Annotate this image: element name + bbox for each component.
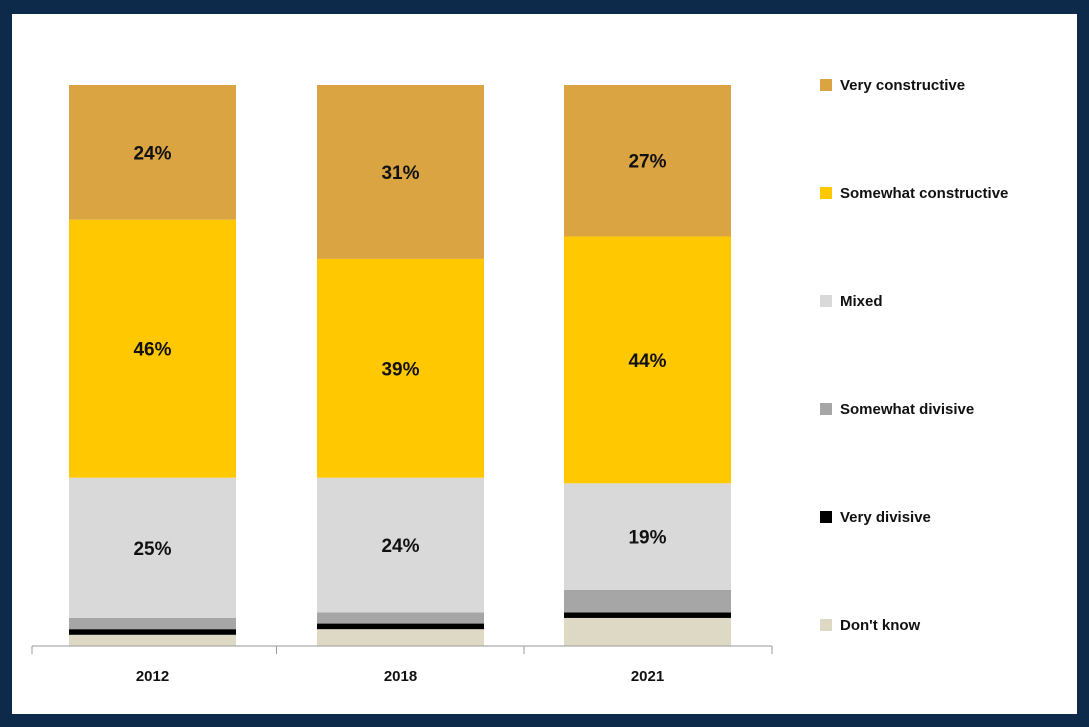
legend: Very constructive Somewhat constructive Mi… <box>820 77 1008 634</box>
chart-panel: 25% 46% 24% 24% 39% 31% 19% 44% 27% 2012 2018 2021… <box>12 14 1077 714</box>
data-label-2012-very-constructive: 24% <box>133 143 171 164</box>
legend-swatch-somewhat-divisive <box>820 403 832 415</box>
x-tick-label-2012: 2012 <box>136 668 169 685</box>
bar-2021-somewhat-constructive <box>564 236 731 484</box>
legend-label-very-constructive: Very constructive <box>840 77 965 94</box>
bar-2018-don-t-know <box>317 629 484 646</box>
bar-2021-very-constructive <box>564 85 731 237</box>
data-label-2012-somewhat-constructive: 46% <box>133 340 171 361</box>
legend-label-don-t-know: Don't know <box>840 617 921 634</box>
bar-2021-don-t-know <box>564 617 731 646</box>
x-tick-label-2021: 2021 <box>631 668 664 685</box>
bar-2021-mixed <box>564 483 731 590</box>
legend-label-very-divisive: Very divisive <box>840 509 931 526</box>
stacked-bar-chart: 25% 46% 24% 24% 39% 31% 19% 44% 27% 2012 2018 2021… <box>31 77 1008 685</box>
bar-2012-very-divisive <box>69 629 236 635</box>
bar-2018-very-constructive <box>317 85 484 259</box>
bar-2018-very-divisive <box>317 623 484 630</box>
data-label-2018-mixed: 24% <box>381 536 419 557</box>
bars-layer: 25% 46% 24% 24% 39% 31% 19% 44% 27% <box>69 85 731 646</box>
legend-swatch-very-divisive <box>820 511 832 523</box>
legend-label-somewhat-constructive: Somewhat constructive <box>840 185 1008 202</box>
legend-swatch-very-constructive <box>820 79 832 91</box>
bar-2018-somewhat-constructive <box>317 258 484 478</box>
bar-2012-very-constructive <box>69 85 236 220</box>
legend-label-somewhat-divisive: Somewhat divisive <box>840 401 974 418</box>
bar-2012-mixed <box>69 477 236 618</box>
data-label-2018-very-constructive: 31% <box>381 163 419 184</box>
bar-2012-somewhat-divisive <box>69 617 236 630</box>
data-label-2018-somewhat-constructive: 39% <box>381 359 419 380</box>
bar-2012-somewhat-constructive <box>69 219 236 478</box>
bar-2021-somewhat-divisive <box>564 589 731 613</box>
bar-2018-somewhat-divisive <box>317 612 484 624</box>
bar-2021-very-divisive <box>564 612 731 618</box>
data-label-2021-very-constructive: 27% <box>628 152 666 173</box>
x-axis: 2012 2018 2021 <box>31 645 773 685</box>
data-label-2012-mixed: 25% <box>133 539 171 560</box>
legend-swatch-don-t-know <box>820 619 832 631</box>
bar-2012-don-t-know <box>69 634 236 646</box>
legend-swatch-somewhat-constructive <box>820 187 832 199</box>
data-label-2021-somewhat-constructive: 44% <box>628 351 666 372</box>
data-label-2021-mixed: 19% <box>628 528 666 549</box>
legend-label-mixed: Mixed <box>840 293 883 310</box>
legend-swatch-mixed <box>820 295 832 307</box>
bar-2018-mixed <box>317 477 484 613</box>
x-tick-label-2018: 2018 <box>384 668 417 685</box>
